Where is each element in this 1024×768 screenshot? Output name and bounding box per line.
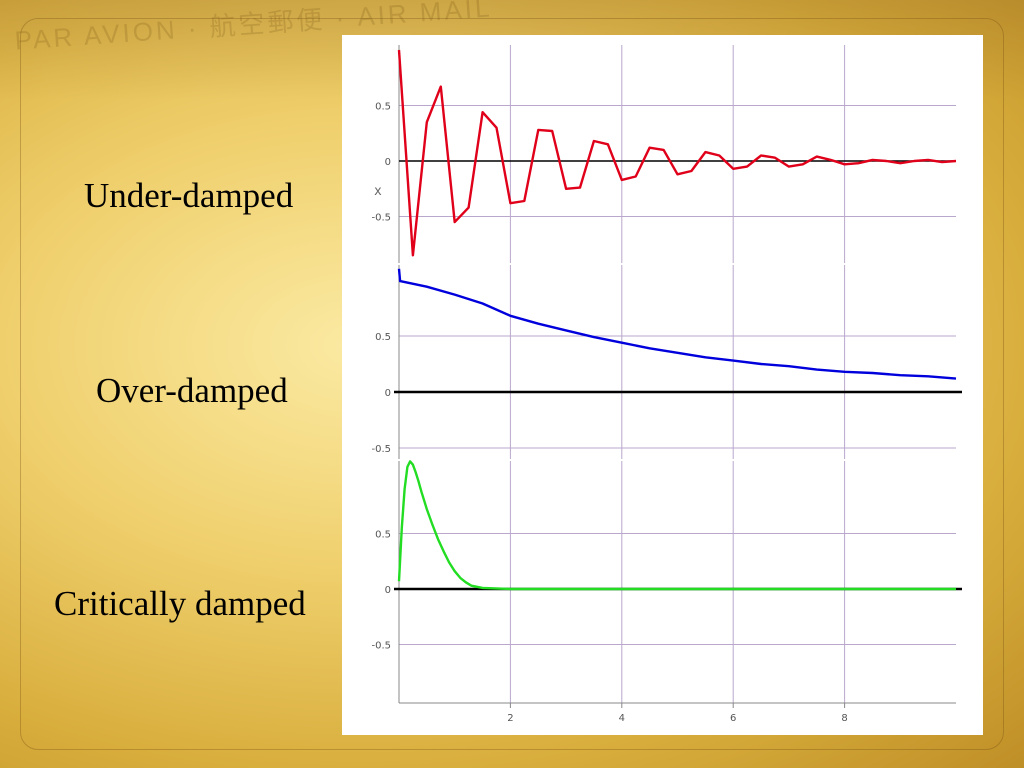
label-over-damped: Over-damped [96,371,288,410]
over-damped-ytick-label-1: 0 [385,388,391,399]
x-tick-label-1: 4 [619,713,625,724]
x-tick-label-3: 8 [841,713,847,724]
over-damped-ytick-label-0: 0.5 [375,332,391,343]
x-tick-label-0: 2 [507,713,513,724]
label-critically-damped: Critically damped [54,584,306,623]
critically-damped-ytick-label-0: 0.5 [375,530,391,541]
under-damped-series-line-0 [397,49,957,257]
under-damped-ytick-label-1: 0 [385,157,391,168]
critically-damped-ytick-label-2: -0.5 [371,641,391,652]
critically-damped-ytick-label-1: 0 [385,585,391,596]
under-damped-ytick-label-2: -0.5 [371,213,391,224]
x-tick-label-2: 6 [730,713,736,724]
damping-plots-svg: 0.5 0 -0.5 x 0.5 0 -0.5 0.5 0 -0.5 2 4 6 8 [371,45,962,724]
label-under-damped: Under-damped [84,176,294,215]
critically-damped-series-line-0 [397,460,956,591]
damping-chart-panel: 0.5 0 -0.5 x 0.5 0 -0.5 0.5 0 -0.5 2 4 6 8 [342,35,983,735]
slide-frame [20,18,1004,750]
under-damped-y-axis-label: x [374,184,382,199]
over-damped-ytick-label-2: -0.5 [371,444,391,455]
under-damped-ytick-label-0: 0.5 [375,102,391,113]
over-damped-series-line-0 [397,268,957,380]
